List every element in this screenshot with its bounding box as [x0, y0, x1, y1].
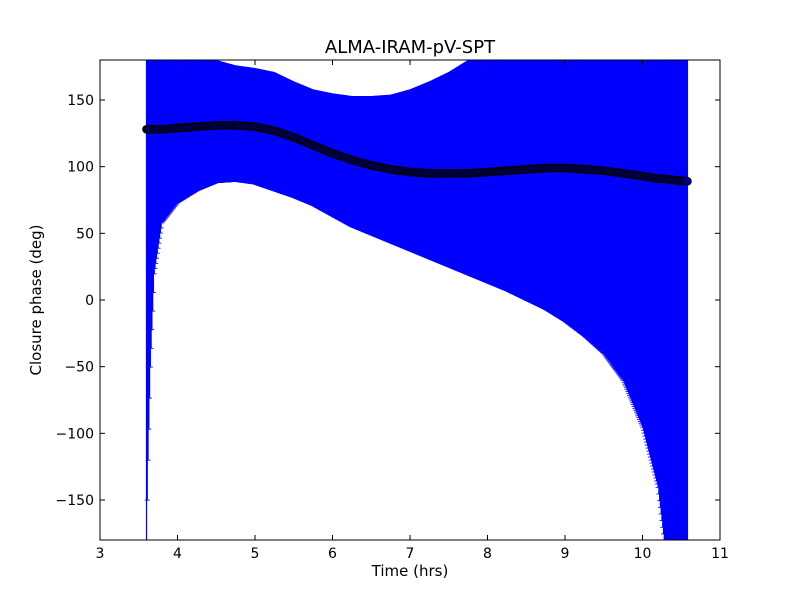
y-tick-label: −150 — [56, 493, 94, 509]
x-tick-label: 8 — [483, 546, 492, 562]
y-tick-label: 0 — [85, 293, 94, 309]
data-points — [142, 121, 692, 186]
error-bars — [144, 60, 690, 540]
x-axis-ticks: 3 4 5 6 7 8 9 10 11 — [96, 60, 729, 562]
y-tick-label: 150 — [67, 93, 94, 109]
plot-area — [142, 60, 692, 540]
x-tick-label: 6 — [328, 546, 337, 562]
x-tick-label: 11 — [711, 546, 729, 562]
y-tick-label: −50 — [64, 360, 94, 376]
y-tick-label: 100 — [67, 160, 94, 176]
x-tick-label: 5 — [251, 546, 260, 562]
x-tick-label: 3 — [96, 546, 105, 562]
x-tick-label: 10 — [634, 546, 652, 562]
x-axis-label: Time (hrs) — [371, 562, 449, 580]
y-axis-ticks: −150 −100 −50 0 50 100 150 — [56, 93, 720, 509]
y-tick-label: 50 — [76, 226, 94, 242]
x-tick-label: 9 — [561, 546, 570, 562]
x-tick-label: 4 — [173, 546, 182, 562]
data-point — [683, 177, 692, 186]
y-tick-label: −100 — [56, 426, 94, 442]
x-tick-label: 7 — [406, 546, 415, 562]
chart-title: ALMA-IRAM-pV-SPT — [325, 37, 496, 58]
y-axis-label: Closure phase (deg) — [27, 225, 45, 376]
